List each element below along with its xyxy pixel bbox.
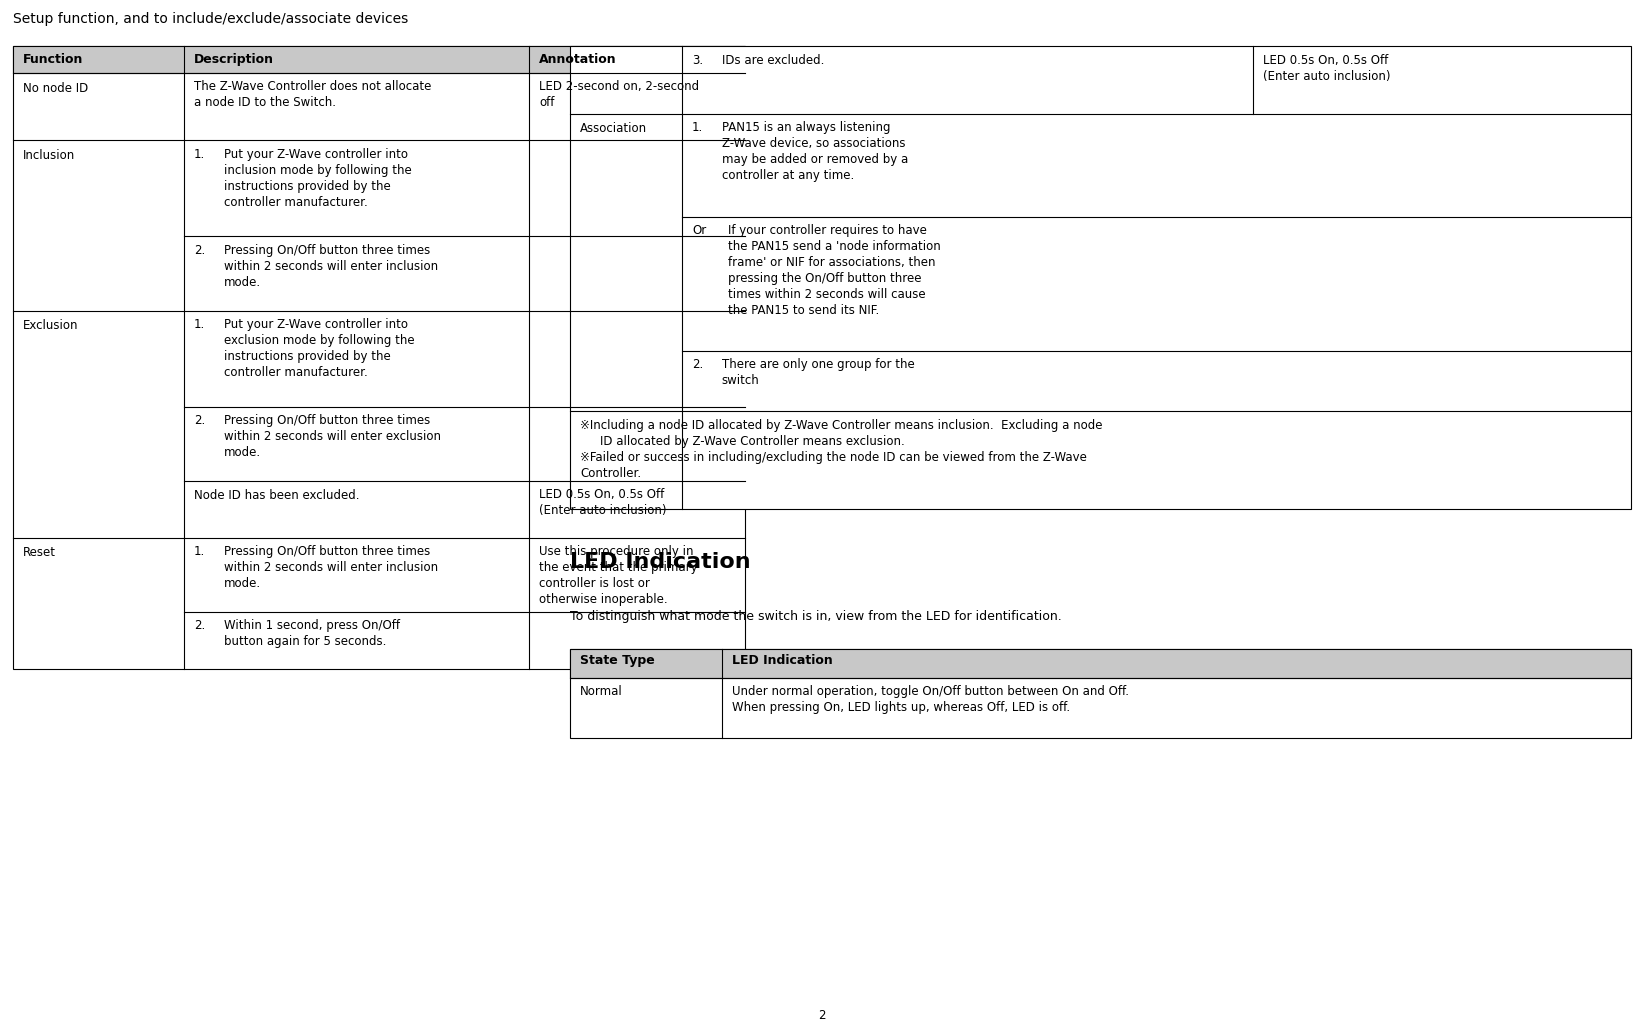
Text: Annotation: Annotation bbox=[539, 54, 616, 66]
Text: button again for 5 seconds.: button again for 5 seconds. bbox=[224, 635, 386, 648]
Text: There are only one group for the: There are only one group for the bbox=[722, 358, 914, 372]
Bar bbox=[570, 649, 1631, 678]
Bar bbox=[13, 46, 745, 73]
Text: controller manufacturer.: controller manufacturer. bbox=[224, 196, 367, 208]
Text: Inclusion: Inclusion bbox=[23, 149, 76, 162]
Text: within 2 seconds will enter inclusion: within 2 seconds will enter inclusion bbox=[224, 260, 437, 272]
Text: Function: Function bbox=[23, 54, 84, 66]
Text: LED 0.5s On, 0.5s Off: LED 0.5s On, 0.5s Off bbox=[539, 488, 664, 502]
Text: off: off bbox=[539, 97, 554, 109]
Text: times within 2 seconds will cause: times within 2 seconds will cause bbox=[728, 288, 926, 301]
Text: ※Including a node ID allocated by Z-Wave Controller means inclusion.  Excluding : ※Including a node ID allocated by Z-Wave… bbox=[580, 419, 1103, 432]
Text: Node ID has been excluded.: Node ID has been excluded. bbox=[194, 489, 360, 503]
Text: When pressing On, LED lights up, whereas Off, LED is off.: When pressing On, LED lights up, whereas… bbox=[732, 702, 1070, 714]
Text: mode.: mode. bbox=[224, 577, 261, 590]
Text: Controller.: Controller. bbox=[580, 467, 641, 480]
Text: PAN15 is an always listening: PAN15 is an always listening bbox=[722, 121, 889, 134]
Text: 1.: 1. bbox=[692, 121, 704, 134]
Text: may be added or removed by a: may be added or removed by a bbox=[722, 153, 907, 166]
Text: controller is lost or: controller is lost or bbox=[539, 577, 649, 590]
Text: Pressing On/Off button three times: Pressing On/Off button three times bbox=[224, 244, 429, 257]
Text: Use this procedure only in: Use this procedure only in bbox=[539, 545, 694, 558]
Text: a node ID to the Switch.: a node ID to the Switch. bbox=[194, 97, 335, 109]
Text: otherwise inoperable.: otherwise inoperable. bbox=[539, 592, 667, 606]
Text: instructions provided by the: instructions provided by the bbox=[224, 180, 390, 193]
Bar bbox=[570, 46, 1631, 509]
Text: If your controller requires to have: If your controller requires to have bbox=[728, 224, 927, 237]
Text: pressing the On/Off button three: pressing the On/Off button three bbox=[728, 272, 922, 285]
Text: 3.: 3. bbox=[692, 54, 704, 67]
Text: 1.: 1. bbox=[194, 545, 206, 558]
Text: LED 0.5s On, 0.5s Off: LED 0.5s On, 0.5s Off bbox=[1263, 54, 1388, 67]
Text: the PAN15 send a 'node information: the PAN15 send a 'node information bbox=[728, 240, 940, 253]
Text: 1.: 1. bbox=[194, 318, 206, 331]
Text: State Type: State Type bbox=[580, 654, 654, 668]
Text: Exclusion: Exclusion bbox=[23, 319, 79, 332]
Text: Put your Z-Wave controller into: Put your Z-Wave controller into bbox=[224, 318, 408, 331]
Text: within 2 seconds will enter inclusion: within 2 seconds will enter inclusion bbox=[224, 561, 437, 574]
Text: 2.: 2. bbox=[194, 244, 206, 257]
Bar bbox=[570, 649, 1631, 738]
Text: instructions provided by the: instructions provided by the bbox=[224, 350, 390, 363]
Text: To distinguish what mode the switch is in, view from the LED for identification.: To distinguish what mode the switch is i… bbox=[570, 610, 1062, 623]
Text: the PAN15 to send its NIF.: the PAN15 to send its NIF. bbox=[728, 304, 880, 317]
Text: mode.: mode. bbox=[224, 276, 261, 289]
Text: frame' or NIF for associations, then: frame' or NIF for associations, then bbox=[728, 256, 935, 269]
Text: controller manufacturer.: controller manufacturer. bbox=[224, 366, 367, 379]
Text: Pressing On/Off button three times: Pressing On/Off button three times bbox=[224, 545, 429, 558]
Text: ※Failed or success in including/excluding the node ID can be viewed from the Z-W: ※Failed or success in including/excludin… bbox=[580, 451, 1087, 464]
Text: Pressing On/Off button three times: Pressing On/Off button three times bbox=[224, 414, 429, 427]
Text: LED Indication: LED Indication bbox=[570, 552, 751, 572]
Text: 2.: 2. bbox=[194, 414, 206, 427]
Text: Z-Wave device, so associations: Z-Wave device, so associations bbox=[722, 137, 906, 150]
Text: 2.: 2. bbox=[194, 619, 206, 633]
Text: The Z-Wave Controller does not allocate: The Z-Wave Controller does not allocate bbox=[194, 80, 431, 94]
Text: Association: Association bbox=[580, 122, 648, 135]
Text: exclusion mode by following the: exclusion mode by following the bbox=[224, 334, 414, 347]
Text: IDs are excluded.: IDs are excluded. bbox=[722, 54, 824, 67]
Text: inclusion mode by following the: inclusion mode by following the bbox=[224, 164, 411, 176]
Text: the event that the primary: the event that the primary bbox=[539, 561, 697, 574]
Text: Reset: Reset bbox=[23, 546, 56, 559]
Text: LED 2-second on, 2-second: LED 2-second on, 2-second bbox=[539, 80, 699, 94]
Text: Normal: Normal bbox=[580, 685, 623, 699]
Text: (Enter auto inclusion): (Enter auto inclusion) bbox=[539, 504, 667, 517]
Text: 2: 2 bbox=[819, 1008, 825, 1022]
Text: 2.: 2. bbox=[692, 358, 704, 372]
Text: 1.: 1. bbox=[194, 148, 206, 161]
Text: LED Indication: LED Indication bbox=[732, 654, 832, 668]
Text: Put your Z-Wave controller into: Put your Z-Wave controller into bbox=[224, 148, 408, 161]
Text: (Enter auto inclusion): (Enter auto inclusion) bbox=[1263, 70, 1391, 83]
Text: No node ID: No node ID bbox=[23, 82, 89, 95]
Text: within 2 seconds will enter exclusion: within 2 seconds will enter exclusion bbox=[224, 429, 441, 443]
Text: Within 1 second, press On/Off: Within 1 second, press On/Off bbox=[224, 619, 399, 633]
Text: Description: Description bbox=[194, 54, 275, 66]
Text: controller at any time.: controller at any time. bbox=[722, 169, 853, 182]
Text: ID allocated by Z-Wave Controller means exclusion.: ID allocated by Z-Wave Controller means … bbox=[600, 436, 904, 448]
Text: switch: switch bbox=[722, 375, 760, 387]
Bar bbox=[13, 46, 745, 669]
Text: Under normal operation, toggle On/Off button between On and Off.: Under normal operation, toggle On/Off bu… bbox=[732, 685, 1128, 699]
Text: Setup function, and to include/exclude/associate devices: Setup function, and to include/exclude/a… bbox=[13, 12, 408, 27]
Text: mode.: mode. bbox=[224, 446, 261, 459]
Text: Or: Or bbox=[692, 224, 707, 237]
